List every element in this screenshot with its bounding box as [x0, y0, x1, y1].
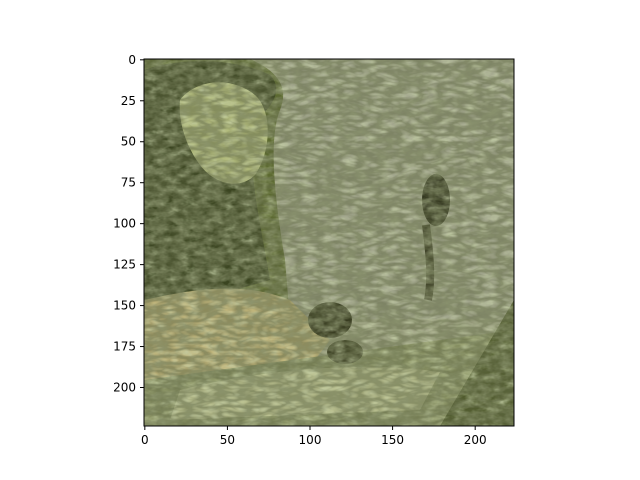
y-tick-label: 25 [121, 94, 136, 108]
x-axis: 0 50 100 150 200 [141, 426, 487, 447]
y-tick-label: 100 [113, 217, 136, 231]
y-tick-label: 175 [113, 340, 136, 354]
y-tick-label: 50 [121, 135, 136, 149]
y-tick-label: 125 [113, 258, 136, 272]
x-tick-label: 0 [141, 433, 149, 447]
y-tick-label: 200 [113, 380, 136, 394]
x-tick-label: 200 [464, 433, 487, 447]
y-tick-label: 150 [113, 299, 136, 313]
axes-frame [143, 58, 515, 427]
x-tick-label: 50 [220, 433, 235, 447]
x-tick-label: 150 [381, 433, 404, 447]
stylized-image [144, 59, 514, 426]
y-tick-label: 0 [128, 53, 136, 67]
y-tick-label: 75 [121, 176, 136, 190]
x-tick-label: 100 [299, 433, 322, 447]
y-axis: 0 25 50 75 100 125 150 175 200 [113, 53, 144, 394]
